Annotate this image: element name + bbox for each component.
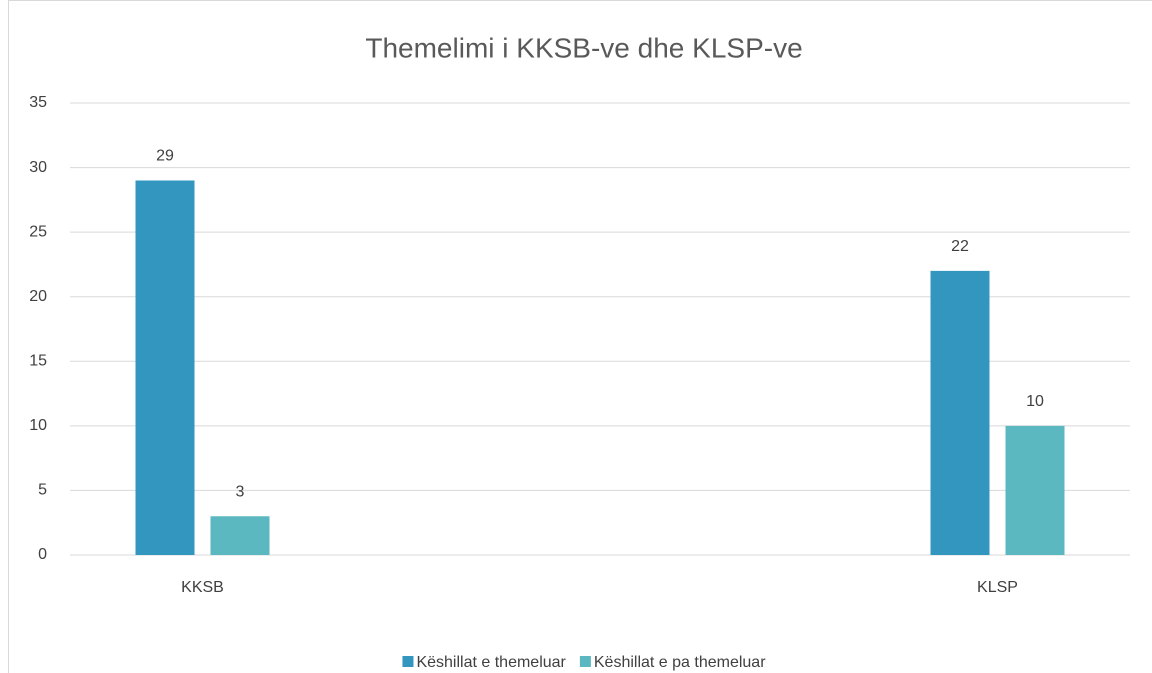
x-tick-label: KKSB <box>181 579 224 596</box>
bar <box>930 270 990 555</box>
bar <box>210 516 270 555</box>
bar <box>135 180 195 555</box>
x-tick-label: KLSP <box>977 579 1018 596</box>
chart-frame <box>8 0 1152 673</box>
data-label: 3 <box>236 483 245 500</box>
data-label: 10 <box>1026 393 1044 410</box>
chart-title: Themelimi i KKSB-ve dhe KLSP-ve <box>365 32 802 63</box>
legend-swatch <box>579 656 591 667</box>
y-tick-label: 35 <box>29 94 47 111</box>
y-tick-label: 25 <box>29 223 47 240</box>
legend-label: Këshillat e themeluar <box>416 654 566 671</box>
y-tick-label: 5 <box>38 482 47 499</box>
y-tick-label: 30 <box>29 159 47 176</box>
y-tick-label: 15 <box>29 353 47 370</box>
legend-label: Këshillat e pa themeluar <box>594 654 766 671</box>
y-tick-label: 20 <box>29 288 47 305</box>
bar <box>1005 425 1065 555</box>
data-label: 22 <box>951 238 969 255</box>
legend-swatch <box>402 656 414 667</box>
data-label: 29 <box>156 148 174 165</box>
y-tick-label: 10 <box>29 417 47 434</box>
y-tick-label: 0 <box>38 546 47 563</box>
